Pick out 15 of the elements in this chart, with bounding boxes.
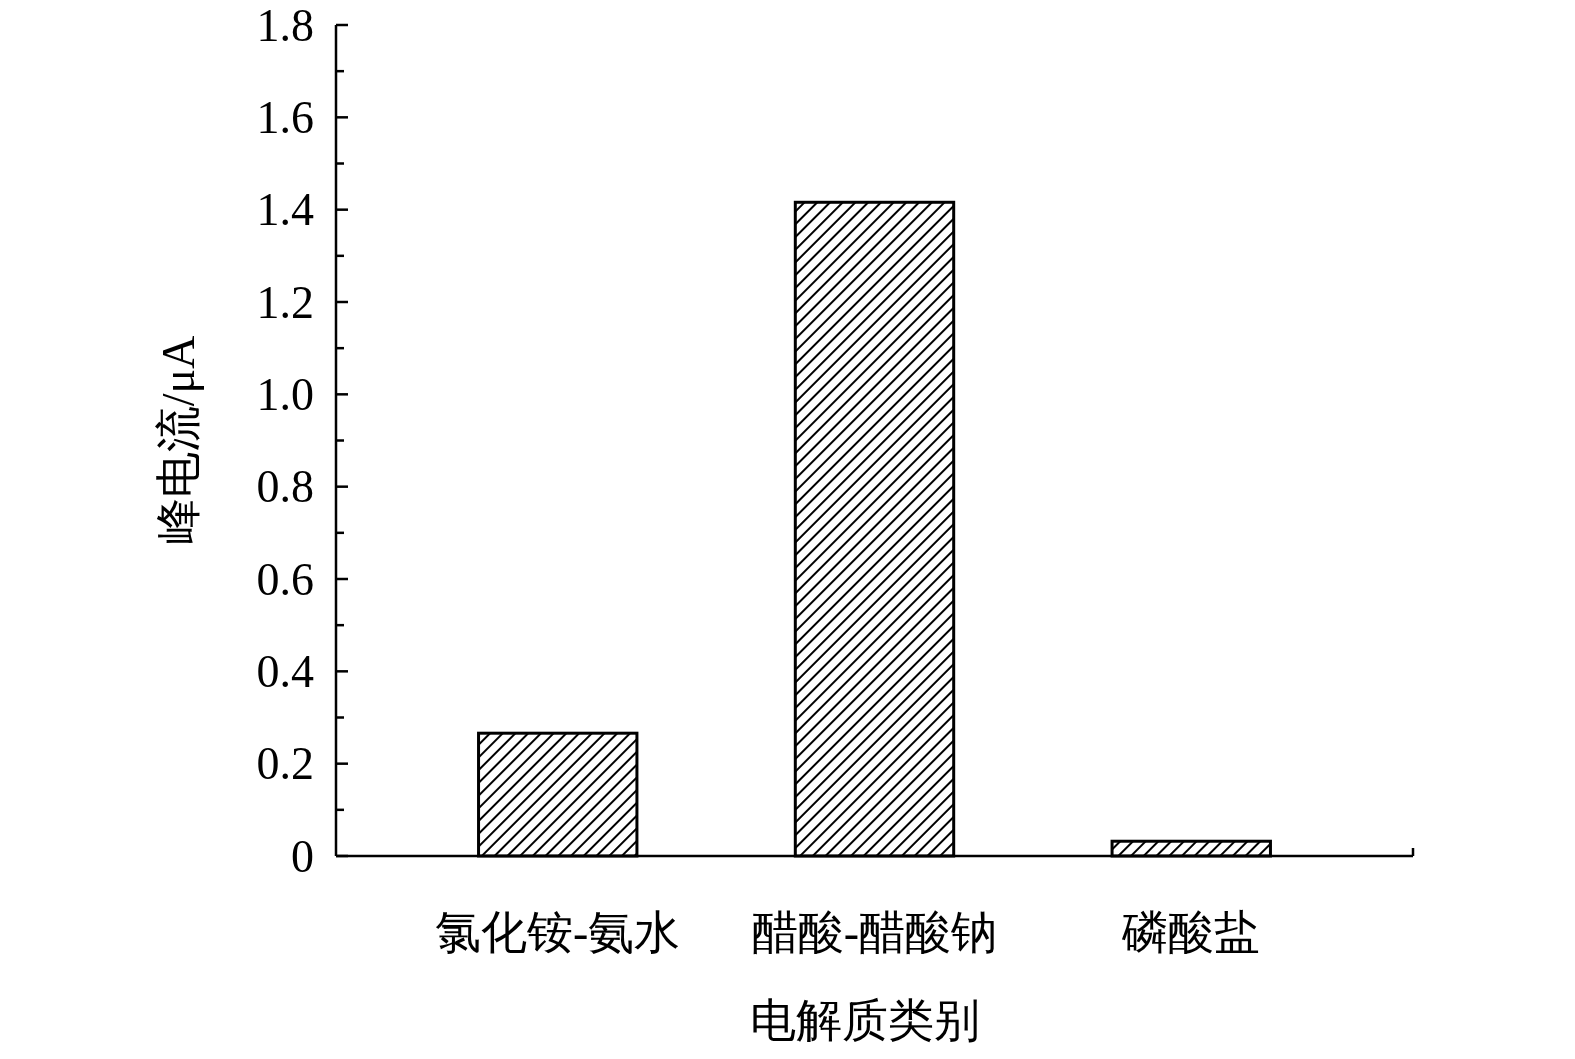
y-tick-label: 1.8 (256, 0, 314, 51)
y-tick-label: 0.6 (256, 553, 314, 605)
x-tick-label: 醋酸-醋酸钠 (751, 906, 998, 958)
y-tick-label: 1.2 (256, 276, 314, 328)
x-axis-title: 电解质类别 (749, 994, 980, 1046)
y-tick-label: 0 (291, 830, 314, 882)
y-tick-label: 1.4 (256, 184, 314, 236)
x-tick-label: 氯化铵-氨水 (435, 906, 681, 958)
y-axis-title: 峰电流/μA (152, 335, 204, 545)
y-tick-label: 0.8 (256, 461, 314, 513)
y-tick-label: 0.4 (256, 645, 314, 697)
x-tick-label: 磷酸盐 (1121, 906, 1261, 958)
y-tick-label: 0.2 (256, 738, 314, 790)
y-tick-label: 1.6 (256, 91, 314, 143)
y-tick-label: 1.0 (256, 368, 314, 420)
